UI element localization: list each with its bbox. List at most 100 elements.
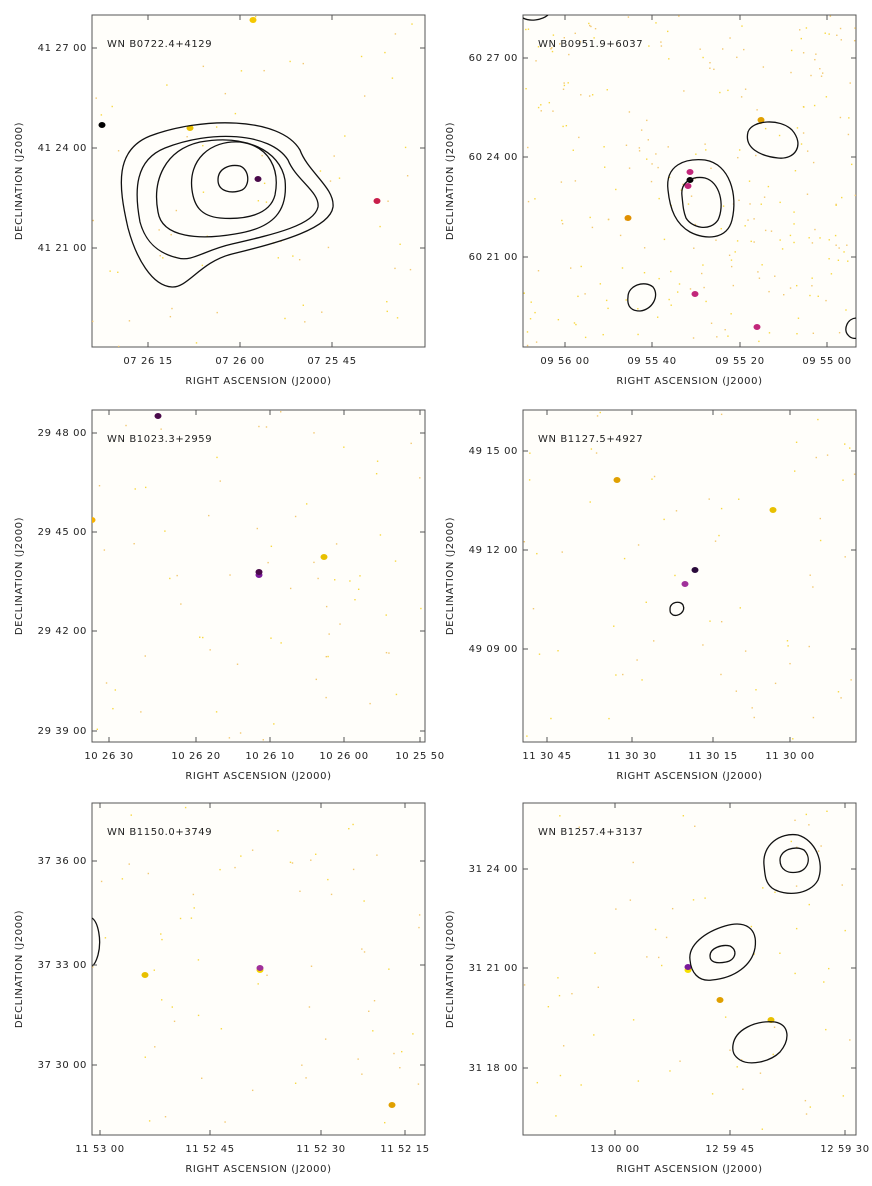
y-tick-label: 37 36 00 bbox=[38, 856, 87, 867]
noise-dot bbox=[738, 498, 740, 500]
noise-dot bbox=[811, 277, 813, 279]
noise-dot bbox=[529, 318, 532, 320]
noise-dot bbox=[372, 1030, 374, 1032]
contour bbox=[746, 121, 799, 159]
noise-dot bbox=[667, 146, 669, 148]
noise-dot bbox=[292, 255, 294, 257]
noise-dot bbox=[621, 267, 624, 269]
noise-dot bbox=[817, 418, 819, 421]
noise-dot bbox=[835, 244, 837, 246]
noise-dot bbox=[716, 336, 718, 338]
noise-dot bbox=[114, 689, 117, 691]
noise-dot bbox=[812, 586, 814, 588]
noise-dot bbox=[192, 893, 195, 896]
noise-dot bbox=[277, 830, 279, 832]
noise-dot bbox=[568, 53, 570, 56]
noise-dot bbox=[302, 62, 304, 65]
panel-label: WN B1127.5+4927 bbox=[538, 434, 643, 445]
noise-dot bbox=[739, 607, 741, 609]
noise-dot bbox=[558, 994, 561, 997]
noise-dot bbox=[557, 318, 560, 321]
noise-dot bbox=[540, 110, 542, 112]
noise-dot bbox=[710, 322, 713, 324]
noise-dot bbox=[220, 1028, 223, 1030]
noise-dot bbox=[373, 1000, 376, 1002]
noise-dot bbox=[793, 241, 795, 244]
noise-dot bbox=[254, 15, 257, 18]
noise-dot bbox=[836, 34, 838, 37]
noise-dot bbox=[117, 345, 120, 347]
y-tick-label: 41 27 00 bbox=[38, 43, 87, 54]
noise-dot bbox=[327, 246, 330, 249]
noise-dot bbox=[710, 167, 712, 170]
noise-dot bbox=[597, 986, 599, 988]
noise-dot bbox=[817, 295, 819, 298]
x-tick-label: 12 59 45 bbox=[705, 1144, 754, 1155]
noise-dot bbox=[727, 335, 729, 337]
noise-dot bbox=[595, 452, 598, 454]
noise-dot bbox=[744, 225, 746, 227]
noise-dot bbox=[399, 1066, 401, 1069]
x-tick-label: 07 25 45 bbox=[307, 356, 356, 367]
noise-dot bbox=[758, 340, 760, 343]
noise-dot bbox=[552, 110, 554, 112]
noise-dot bbox=[646, 119, 648, 122]
noise-dot bbox=[169, 577, 171, 580]
noise-dot bbox=[236, 663, 239, 665]
noise-dot bbox=[409, 268, 412, 271]
noise-dot bbox=[169, 315, 172, 318]
x-tick-label: 07 26 00 bbox=[215, 356, 264, 367]
noise-dot bbox=[811, 242, 814, 244]
noise-dot bbox=[385, 614, 387, 616]
noise-dot bbox=[229, 574, 231, 576]
noise-dot bbox=[821, 72, 824, 74]
noise-dot bbox=[774, 275, 776, 277]
panel: WN B1023.3+2959 10 26 30 10 26 20 10 26 10 1… bbox=[14, 409, 444, 782]
noise-dot bbox=[561, 223, 564, 225]
noise-dot bbox=[736, 240, 739, 242]
noise-dot bbox=[625, 299, 627, 301]
noise-dot bbox=[289, 60, 291, 63]
noise-dot bbox=[154, 1046, 156, 1048]
noise-dot bbox=[202, 144, 204, 147]
noise-dot bbox=[789, 287, 792, 289]
noise-dot bbox=[637, 308, 639, 310]
noise-dot bbox=[379, 225, 381, 228]
noise-dot bbox=[376, 854, 378, 856]
source bbox=[753, 324, 761, 330]
noise-dot bbox=[721, 48, 724, 50]
noise-dot bbox=[201, 1077, 203, 1079]
y-tick-label: 37 33 00 bbox=[38, 960, 87, 971]
noise-dot bbox=[386, 300, 388, 303]
noise-dot bbox=[215, 126, 218, 128]
noise-dot bbox=[607, 307, 609, 310]
noise-dot bbox=[756, 109, 758, 111]
noise-dot bbox=[394, 267, 396, 270]
noise-dot bbox=[789, 662, 791, 665]
noise-dot bbox=[92, 219, 94, 222]
noise-dot bbox=[602, 333, 604, 336]
noise-dot bbox=[201, 264, 204, 267]
noise-dot bbox=[741, 25, 743, 27]
y-tick-label: 31 24 00 bbox=[469, 864, 518, 875]
noise-dot bbox=[814, 58, 816, 61]
noise-dot bbox=[304, 321, 306, 323]
noise-dot bbox=[736, 56, 738, 59]
noise-dot bbox=[695, 153, 697, 155]
noise-dot bbox=[790, 71, 792, 74]
noise-dot bbox=[577, 295, 579, 298]
noise-dot bbox=[410, 442, 412, 445]
noise-dot bbox=[828, 239, 830, 241]
source bbox=[691, 567, 699, 573]
noise-dot bbox=[646, 956, 648, 958]
noise-dot bbox=[838, 331, 841, 334]
noise-dot bbox=[528, 479, 531, 481]
contour bbox=[667, 159, 735, 238]
noise-dot bbox=[572, 149, 574, 151]
noise-dot bbox=[615, 908, 617, 910]
noise-dot bbox=[750, 925, 753, 928]
noise-dot bbox=[668, 176, 671, 179]
panel-label: WN B1023.3+2959 bbox=[107, 434, 212, 445]
noise-dot bbox=[819, 237, 821, 239]
noise-dot bbox=[190, 917, 193, 919]
